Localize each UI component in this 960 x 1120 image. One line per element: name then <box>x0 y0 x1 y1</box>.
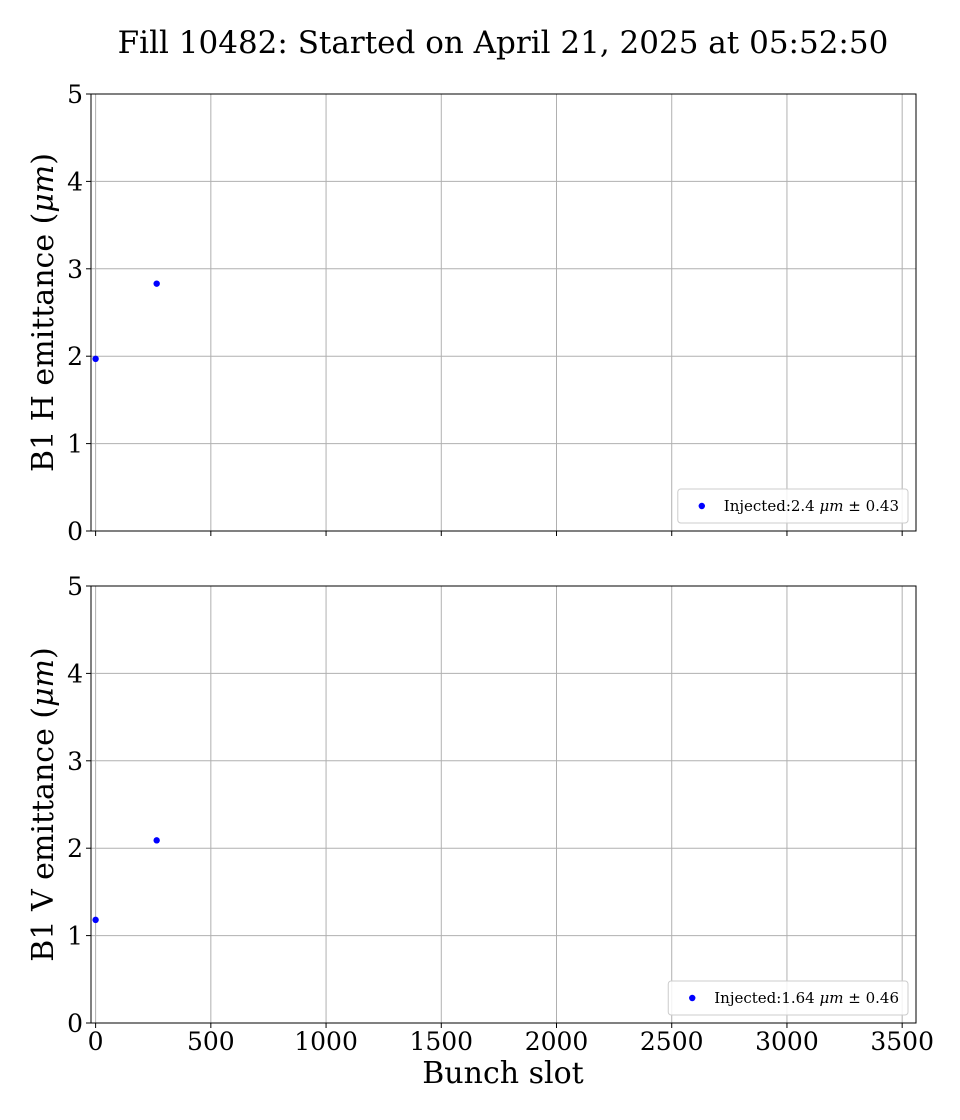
chart-title: Fill 10482: Started on April 21, 2025 at… <box>118 25 889 61</box>
y-tick-label: 1 <box>67 430 83 459</box>
legend: Injected:2.4 μm ± 0.43 <box>677 488 909 524</box>
panel-b1-v-emittance: 0 500 1000 1500 2000 2500 3000 3500 0 1 2 3 4 5 B1 V e… <box>26 572 934 1056</box>
x-tick-label: 3000 <box>755 1027 819 1056</box>
panel-b1-h-emittance: 0 1 2 3 4 5 B1 H emittance (μm) Injected:2.4 μm… <box>26 80 917 546</box>
y-tick-label: 0 <box>67 517 83 546</box>
data-point <box>153 837 160 844</box>
y-tick-label: 3 <box>67 747 83 776</box>
legend-box <box>667 980 909 1016</box>
x-tick-label: 1000 <box>294 1027 358 1056</box>
x-tick-label: 1500 <box>409 1027 473 1056</box>
data-point <box>92 355 99 363</box>
plot-frame <box>90 585 917 1024</box>
x-tick-label: 500 <box>187 1027 235 1056</box>
y-tick-label: 2 <box>67 342 83 371</box>
plot-frame <box>90 93 917 532</box>
y-tick-label: 1 <box>67 922 83 951</box>
y-tick-label: 4 <box>67 167 83 196</box>
legend-label: Injected:1.64 μm ± 0.46 <box>714 989 899 1007</box>
y-tick-label: 5 <box>67 80 83 109</box>
y-axis-label: B1 H emittance (μm) <box>26 153 61 472</box>
x-tick-label: 2500 <box>640 1027 704 1056</box>
data-point <box>92 916 99 924</box>
legend-label: Injected:2.4 μm ± 0.43 <box>724 497 899 515</box>
legend-marker <box>698 502 705 510</box>
y-tick-label: 3 <box>67 255 83 284</box>
y-axis-label: B1 V emittance (μm) <box>26 647 61 961</box>
x-tick-label: 2000 <box>525 1027 589 1056</box>
y-tick-label: 2 <box>67 834 83 863</box>
legend: Injected:1.64 μm ± 0.46 <box>667 980 909 1016</box>
legend-box <box>677 488 909 524</box>
x-tick-label: 3500 <box>870 1027 934 1056</box>
y-tick-label: 0 <box>67 1009 83 1038</box>
data-point <box>153 280 160 287</box>
y-tick-label: 5 <box>67 572 83 601</box>
x-tick-label: 0 <box>88 1027 104 1056</box>
legend-marker <box>689 994 696 1002</box>
y-tick-label: 4 <box>67 659 83 688</box>
x-axis-label: Bunch slot <box>422 1056 583 1091</box>
